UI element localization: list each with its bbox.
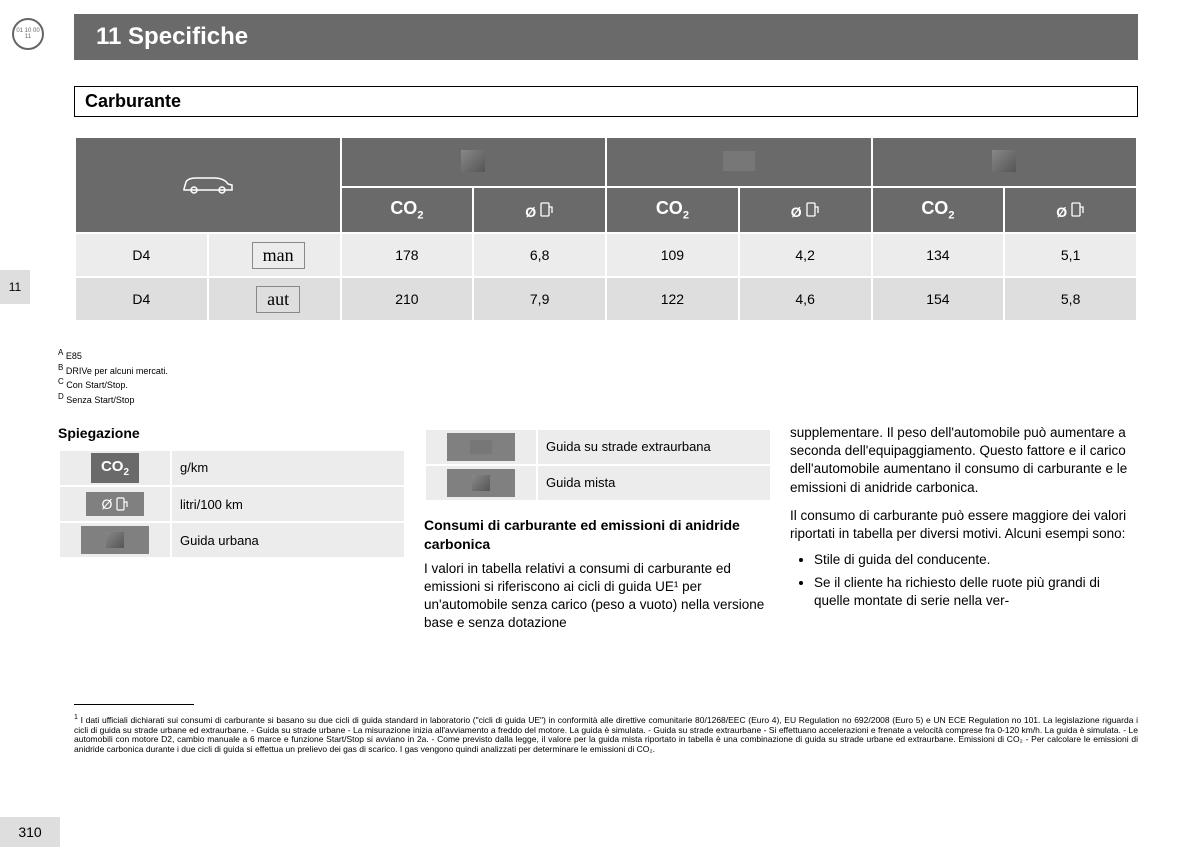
- car-icon-header: [76, 138, 340, 232]
- pump-icon: [806, 201, 820, 217]
- page-footnote: 1 I dati ufficiali dichiarati sui consum…: [74, 714, 1138, 755]
- trans-cell: man: [209, 234, 340, 276]
- body-para: supplementare. Il peso dell'automobile p…: [790, 424, 1138, 497]
- body-heading: Consumi di carburante ed emissioni di an…: [424, 516, 772, 554]
- building-map-icon: [992, 150, 1016, 172]
- building-icon: [461, 150, 485, 172]
- bullet-list: Stile di guida del conducente. Se il cli…: [790, 551, 1138, 610]
- table-row: D4 aut 210 7,9 122 4,6 154 5,8: [76, 278, 1136, 320]
- footnote-rule: [74, 704, 194, 705]
- pump-icon: [1071, 201, 1085, 217]
- fuel-table: CO2 Ø CO2 Ø CO2 Ø D4 man 178 6,8 109 4,2…: [74, 136, 1138, 322]
- legend-table-2: Guida su strade extraurbana Guida mista: [424, 428, 772, 502]
- co2-badge: CO2: [91, 453, 139, 484]
- mixed-legend-icon: [447, 469, 515, 497]
- list-item: Stile di guida del conducente.: [814, 551, 1138, 569]
- column-3: supplementare. Il peso dell'automobile p…: [790, 424, 1138, 633]
- extra-urban-legend-icon: [447, 433, 515, 461]
- co2-header-3: CO2: [873, 188, 1004, 232]
- fuel-header-2: Ø: [740, 188, 871, 232]
- pump-legend-icon: Ø: [86, 492, 144, 516]
- column-2: Guida su strade extraurbana Guida mista …: [424, 424, 772, 633]
- table-row: D4 man 178 6,8 109 4,2 134 5,1: [76, 234, 1136, 276]
- extra-urban-icon-header: [607, 138, 871, 186]
- urban-legend-icon: [81, 526, 149, 554]
- fuel-header-1: Ø: [474, 188, 605, 232]
- page-number: 310: [0, 817, 60, 847]
- body-columns: Spiegazione CO2g/km Ø litri/100 km Guida…: [58, 424, 1138, 633]
- trans-cell: aut: [209, 278, 340, 320]
- chapter-badge: 01 10 00 11: [12, 18, 44, 50]
- urban-icon-header: [342, 138, 606, 186]
- mixed-icon-header: [873, 138, 1137, 186]
- section-title: Carburante: [85, 91, 1127, 112]
- model-cell: D4: [76, 278, 207, 320]
- body-para: I valori in tabella relativi a consumi d…: [424, 560, 772, 633]
- list-item: Se il cliente ha richiesto delle ruote p…: [814, 574, 1138, 610]
- body-para: Il consumo di carburante può essere magg…: [790, 507, 1138, 543]
- column-1: Spiegazione CO2g/km Ø litri/100 km Guida…: [58, 424, 406, 633]
- model-cell: D4: [76, 234, 207, 276]
- car-icon: [180, 172, 236, 196]
- table-footnotes: A E85 B DRIVe per alcuni mercati. C Con …: [58, 348, 168, 407]
- co2-header-1: CO2: [342, 188, 473, 232]
- badge-text: 01 10 00 11: [14, 28, 42, 40]
- chapter-header: 11 Specifiche: [74, 14, 1138, 60]
- road-icon: [723, 151, 755, 171]
- chapter-title: 11 Specifiche: [96, 23, 248, 51]
- co2-header-2: CO2: [607, 188, 738, 232]
- table-header-row1: [76, 138, 1136, 186]
- side-tab: 11: [0, 270, 30, 304]
- pump-icon: [540, 201, 554, 217]
- fuel-header-3: Ø: [1005, 188, 1136, 232]
- legend-heading: Spiegazione: [58, 424, 406, 443]
- legend-table-1: CO2g/km Ø litri/100 km Guida urbana: [58, 449, 406, 560]
- section-title-box: Carburante: [74, 86, 1138, 117]
